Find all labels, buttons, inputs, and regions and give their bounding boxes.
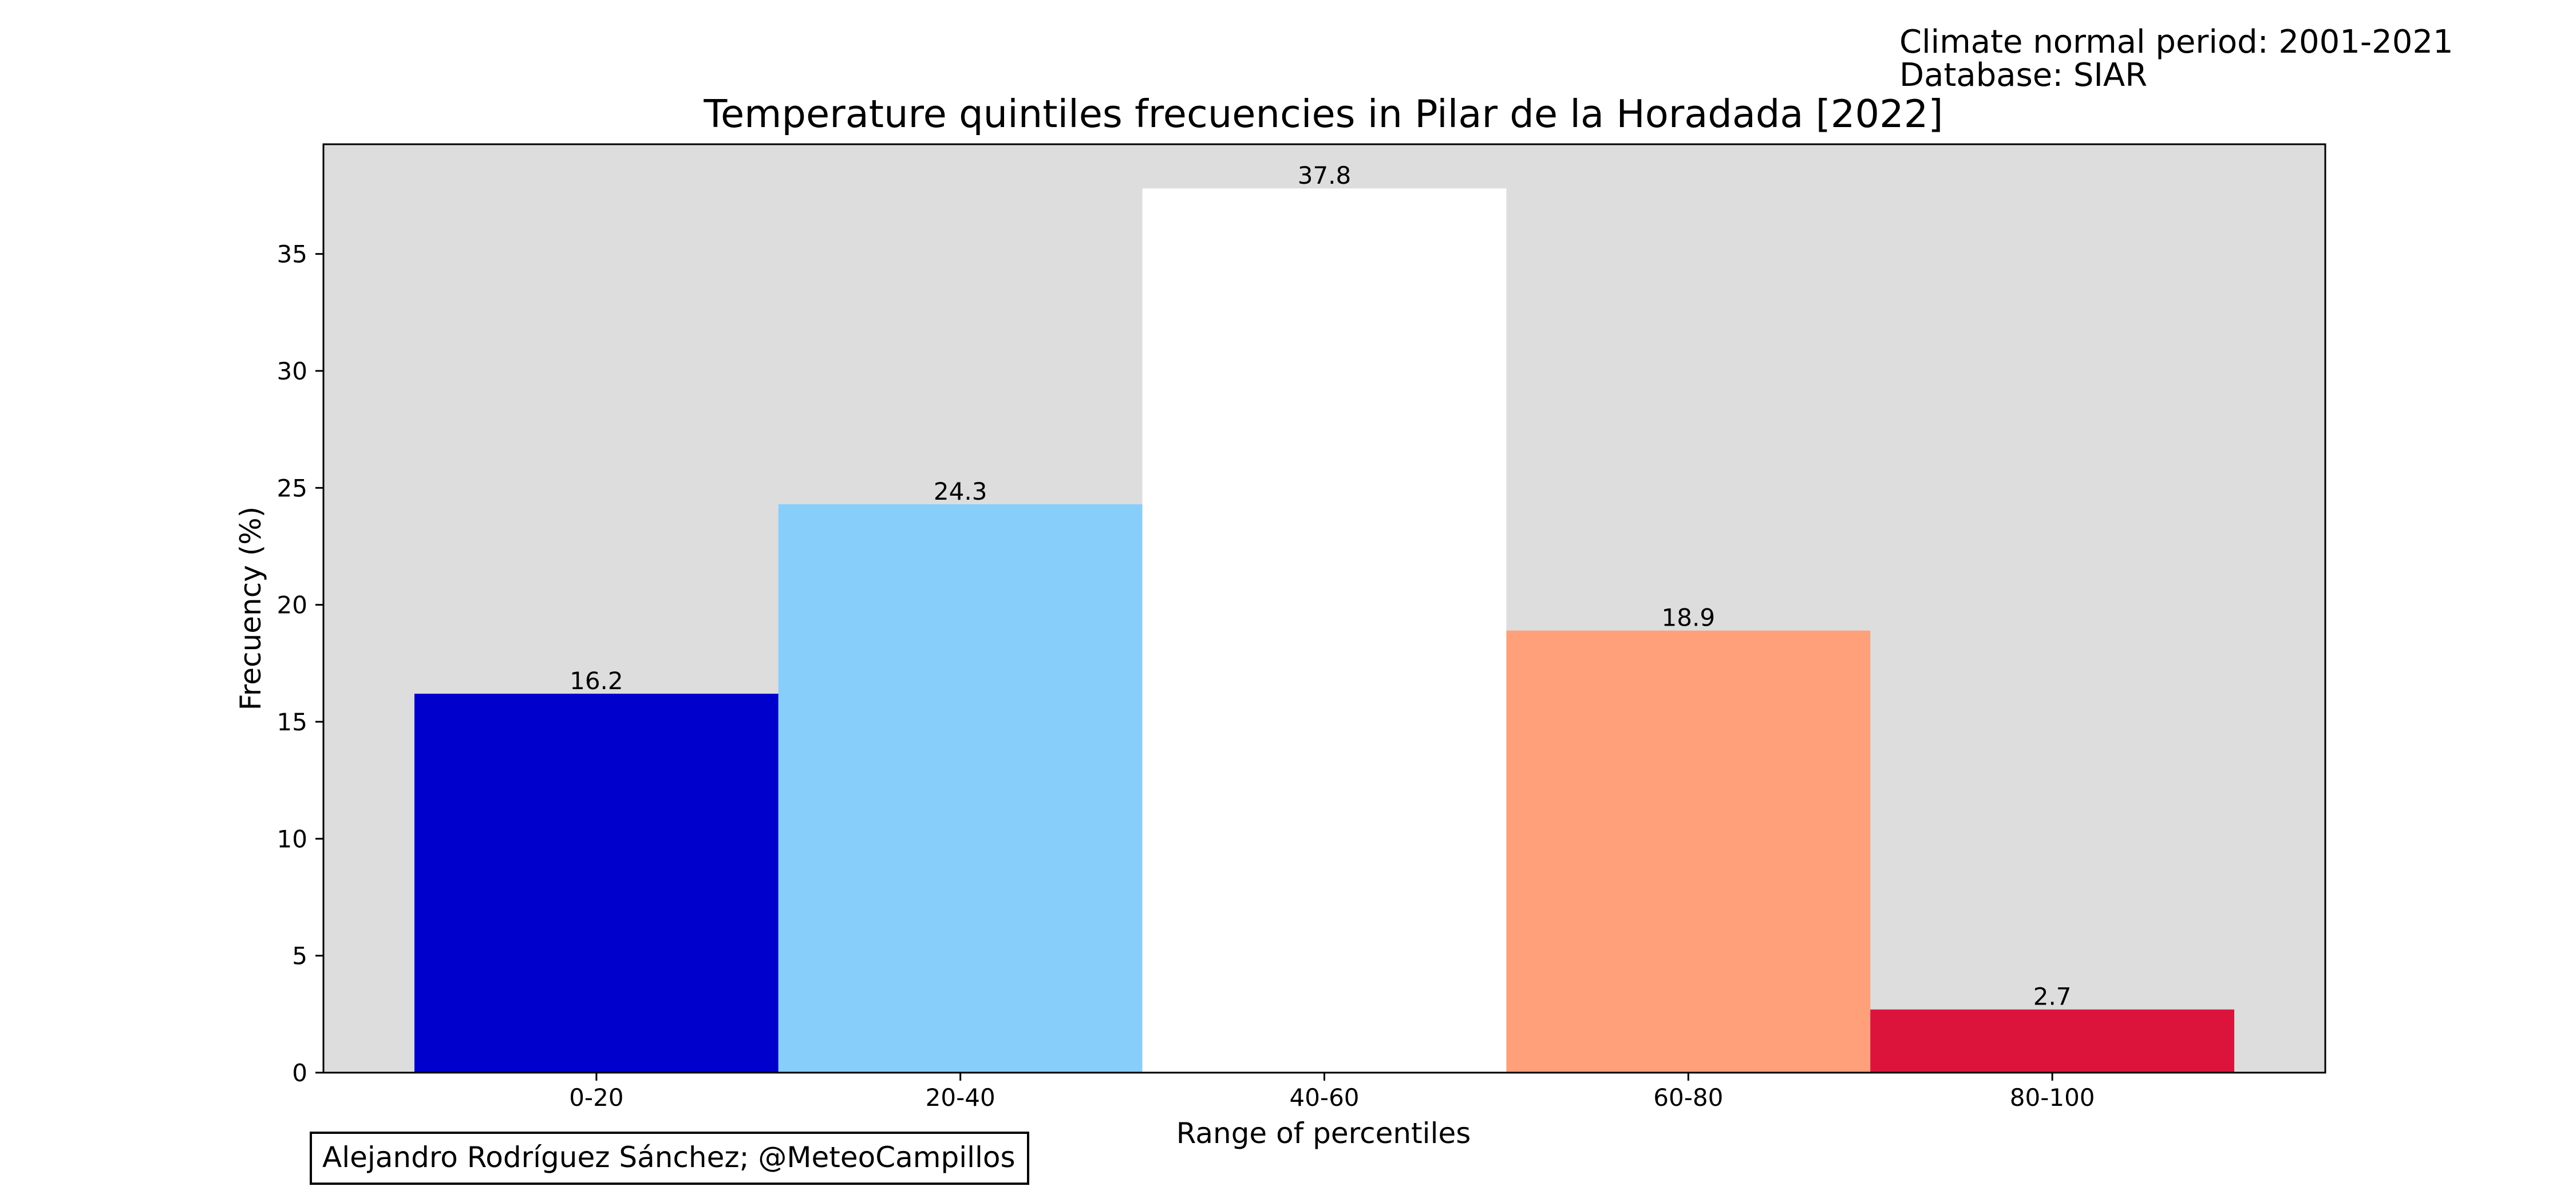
value-label-40-60: 37.8 — [1298, 161, 1352, 189]
x-tick-label-20-40: 20-40 — [926, 1084, 995, 1112]
y-tick-label-30: 30 — [277, 357, 307, 385]
value-label-20-40: 24.3 — [934, 477, 987, 505]
y-tick-label-10: 10 — [277, 825, 307, 853]
x-tick-label-60-80: 60-80 — [1653, 1084, 1723, 1112]
y-tick-label-15: 15 — [277, 708, 307, 736]
climate-period-note: Climate normal period: 2001-2021 — [1899, 23, 2453, 61]
y-axis: 0 5 10 15 20 25 30 35 — [277, 240, 323, 1087]
x-tick-label-40-60: 40-60 — [1289, 1084, 1359, 1112]
y-tick-label-25: 25 — [277, 474, 307, 502]
y-tick-label-35: 35 — [277, 240, 307, 268]
x-tick-label-80-100: 80-100 — [2010, 1084, 2095, 1112]
bar-0-20 — [414, 693, 779, 1073]
y-tick-label-5: 5 — [292, 942, 307, 970]
x-tick-label-0-20: 0-20 — [569, 1084, 623, 1112]
value-label-60-80: 18.9 — [1662, 604, 1716, 632]
value-labels-group: 16.2 24.3 37.8 18.9 2.7 — [570, 161, 2071, 1010]
y-axis-label: Frecuency (%) — [234, 507, 267, 710]
bar-60-80 — [1506, 630, 1871, 1073]
credit-box — [310, 1132, 1029, 1185]
bars-group — [414, 188, 2235, 1073]
bar-20-40 — [778, 504, 1143, 1073]
y-tick-label-0: 0 — [292, 1059, 307, 1087]
bar-80-100 — [1870, 1009, 2235, 1073]
x-axis-label: Range of percentiles — [1176, 1117, 1471, 1150]
value-label-80-100: 2.7 — [2033, 983, 2072, 1011]
database-note: Database: SIAR — [1899, 57, 2147, 94]
credit-text: Alejandro Rodríguez Sánchez; @MeteoCampi… — [322, 1141, 1016, 1174]
y-tick-label-20: 20 — [277, 591, 307, 619]
chart-title: Temperature quintiles frecuencies in Pil… — [703, 92, 1943, 136]
value-label-0-20: 16.2 — [570, 667, 623, 695]
bar-40-60 — [1142, 188, 1507, 1073]
x-axis: 0-20 20-40 40-60 60-80 80-100 — [569, 1073, 2095, 1112]
